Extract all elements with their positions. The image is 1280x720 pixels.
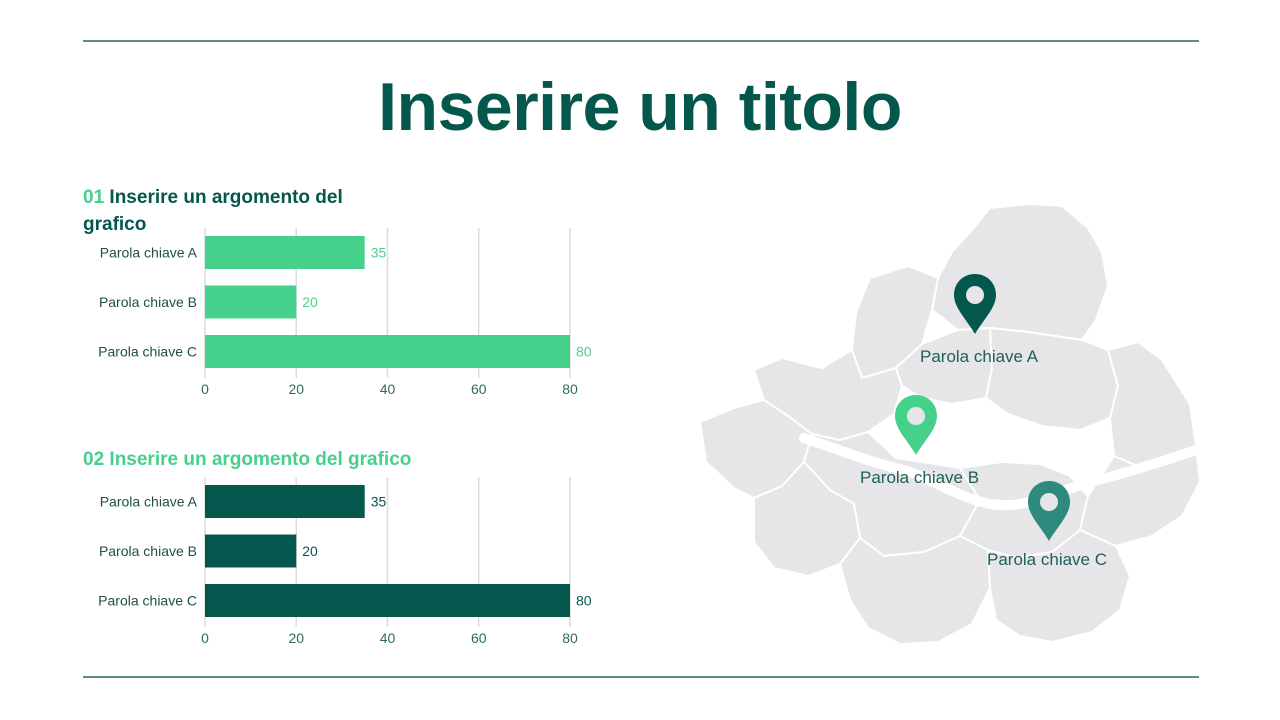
chart1-value-label: 80 <box>576 344 592 360</box>
chart1-category-label: Parola chiave A <box>100 245 198 261</box>
chart2-x-tick-label: 40 <box>380 630 396 646</box>
chart1-category-label: Parola chiave C <box>98 344 197 360</box>
map-regions <box>698 202 1202 646</box>
bar-chart-1: 0 20 40 60 80 Parola chiave A 35 Parola chiave … <box>98 228 592 397</box>
map-pin-hole <box>1040 493 1058 511</box>
chart2-bar <box>205 485 365 518</box>
bar-chart-2: 0 20 40 60 80 Parola chiave A 35 Parola chiave … <box>98 477 592 646</box>
chart1-number: 01 <box>83 187 105 208</box>
chart1-x-tick-label: 80 <box>562 381 578 397</box>
river <box>799 433 1201 511</box>
chart1-heading: 01 Inserire un argomento del grafico <box>83 184 373 238</box>
chart1-x-tick-label: 40 <box>380 381 396 397</box>
chart2-x-tick-label: 80 <box>562 630 578 646</box>
map-pin-c-label: Parola chiave C <box>987 550 1107 569</box>
chart2-value-label: 20 <box>302 543 318 559</box>
chart2-x-tick-label: 20 <box>288 630 304 646</box>
chart1-heading-text: Inserire un argomento del grafico <box>83 187 343 235</box>
chart1-bar <box>205 335 570 368</box>
chart2-heading: 02 Inserire un argomento del grafico <box>83 449 412 470</box>
chart2-x-tick-label: 0 <box>201 630 209 646</box>
map-pin-hole <box>907 407 925 425</box>
chart1-bar <box>205 236 365 269</box>
chart1-x-tick-label: 0 <box>201 381 209 397</box>
chart1-value-label: 20 <box>302 294 318 310</box>
chart2-value-label: 35 <box>371 494 387 510</box>
chart2-x-tick-label: 60 <box>471 630 487 646</box>
chart1-category-label: Parola chiave B <box>99 294 197 310</box>
chart2-bar <box>205 584 570 617</box>
map-pin-a: Parola chiave A <box>920 274 1039 366</box>
chart1-x-tick-label: 60 <box>471 381 487 397</box>
map-pin-a-label: Parola chiave A <box>920 347 1039 366</box>
map-pin-hole <box>966 286 984 304</box>
bottom-divider <box>83 676 1199 678</box>
district-map: Parola chiave A Parola chiave B Parola c… <box>698 202 1202 646</box>
map-pin-b: Parola chiave B <box>860 395 979 487</box>
chart2-category-label: Parola chiave C <box>98 593 197 609</box>
chart2-value-label: 80 <box>576 593 592 609</box>
map-pin-b-label: Parola chiave B <box>860 468 979 487</box>
map-pin-c: Parola chiave C <box>987 481 1107 569</box>
chart1-value-label: 35 <box>371 245 387 261</box>
chart2-category-label: Parola chiave B <box>99 543 197 559</box>
chart1-bar <box>205 285 297 319</box>
chart2-category-label: Parola chiave A <box>100 494 198 510</box>
chart1-x-tick-label: 20 <box>288 381 304 397</box>
top-divider <box>83 40 1199 42</box>
page-title: Inserire un titolo <box>378 69 902 145</box>
chart2-bar <box>205 534 297 568</box>
